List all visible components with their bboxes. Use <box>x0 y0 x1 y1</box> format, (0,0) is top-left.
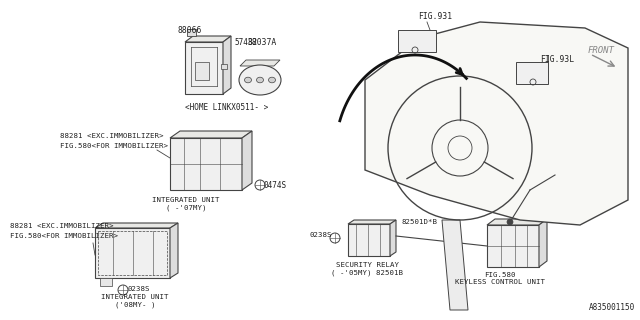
Text: SECURITY RELAY
( -'05MY) 82501B: SECURITY RELAY ( -'05MY) 82501B <box>331 262 403 276</box>
Text: FIG.580<FOR IMMOBILIZER>: FIG.580<FOR IMMOBILIZER> <box>10 233 118 239</box>
Text: A835001150: A835001150 <box>589 303 635 312</box>
Text: 82501D*B: 82501D*B <box>402 219 438 225</box>
Text: 0238S: 0238S <box>309 232 332 238</box>
Bar <box>398 30 436 52</box>
Text: FRONT: FRONT <box>588 46 615 55</box>
Text: 0238S: 0238S <box>127 286 150 292</box>
Polygon shape <box>95 223 178 228</box>
Bar <box>487 225 539 267</box>
Text: FIG.931: FIG.931 <box>418 12 452 21</box>
Bar <box>195 62 209 80</box>
Text: FIG.93L: FIG.93L <box>540 55 574 64</box>
Polygon shape <box>390 220 396 256</box>
Polygon shape <box>242 131 252 190</box>
Polygon shape <box>348 220 396 224</box>
Polygon shape <box>365 22 628 225</box>
Ellipse shape <box>239 65 281 95</box>
Text: FIG.580<FOR IMMOBILIZER>: FIG.580<FOR IMMOBILIZER> <box>60 143 168 149</box>
Bar <box>170 138 242 190</box>
Polygon shape <box>487 219 547 225</box>
Bar <box>348 224 390 256</box>
Polygon shape <box>170 131 252 138</box>
Text: 88066: 88066 <box>177 26 202 35</box>
Bar <box>100 278 112 286</box>
Bar <box>187 29 196 36</box>
Bar <box>516 62 548 84</box>
Bar <box>221 64 227 69</box>
Text: <HOME LINKX0511- >: <HOME LINKX0511- > <box>185 103 268 112</box>
Bar <box>95 228 170 278</box>
Text: 88037A: 88037A <box>248 38 277 47</box>
Bar <box>185 42 223 94</box>
Polygon shape <box>223 36 231 94</box>
Polygon shape <box>240 60 280 66</box>
Ellipse shape <box>269 77 275 83</box>
Ellipse shape <box>257 77 264 83</box>
Polygon shape <box>442 220 468 310</box>
Text: 88281 <EXC.IMMOBILIZER>: 88281 <EXC.IMMOBILIZER> <box>60 133 163 139</box>
Text: 88281 <EXC.IMMOBILIZER>: 88281 <EXC.IMMOBILIZER> <box>10 223 113 229</box>
Polygon shape <box>185 36 231 42</box>
Text: FIG.580
KEYLESS CONTROL UNIT: FIG.580 KEYLESS CONTROL UNIT <box>455 272 545 285</box>
Polygon shape <box>170 223 178 278</box>
Text: INTEGRATED UNIT
( -'07MY): INTEGRATED UNIT ( -'07MY) <box>152 197 220 211</box>
Circle shape <box>507 219 513 225</box>
Polygon shape <box>539 219 547 267</box>
Bar <box>98 231 167 275</box>
Text: 57432: 57432 <box>234 38 257 47</box>
Text: INTEGRATED UNIT
('08MY- ): INTEGRATED UNIT ('08MY- ) <box>101 294 169 308</box>
Text: 0474S: 0474S <box>263 181 286 190</box>
Ellipse shape <box>244 77 252 83</box>
